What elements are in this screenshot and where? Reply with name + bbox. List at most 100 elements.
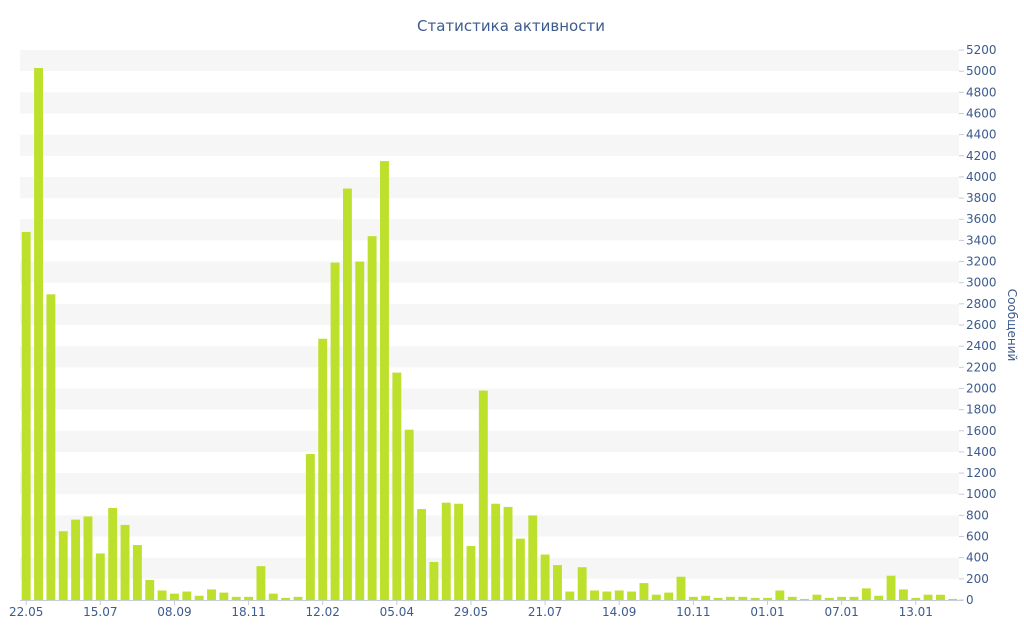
y-tick-label: 400: [966, 551, 989, 565]
bar[interactable]: [145, 579, 155, 600]
bar[interactable]: [293, 596, 303, 600]
bar[interactable]: [441, 502, 451, 600]
bar[interactable]: [21, 231, 31, 601]
bar[interactable]: [157, 590, 167, 600]
bar[interactable]: [725, 596, 735, 600]
bar[interactable]: [268, 593, 278, 600]
bar[interactable]: [948, 598, 958, 600]
bar[interactable]: [367, 236, 377, 600]
grid-band: [20, 134, 959, 156]
bar[interactable]: [392, 372, 402, 600]
bar[interactable]: [651, 594, 661, 600]
bar[interactable]: [713, 597, 723, 600]
y-tick-label: 3600: [966, 212, 997, 226]
y-tick-label: 0: [966, 593, 974, 607]
bar[interactable]: [46, 294, 56, 600]
bar[interactable]: [874, 595, 884, 600]
bar[interactable]: [923, 594, 933, 600]
bar[interactable]: [305, 454, 315, 600]
bar[interactable]: [701, 595, 711, 600]
x-tick-label: 21.07: [528, 605, 562, 619]
bar[interactable]: [849, 596, 859, 600]
bar[interactable]: [83, 516, 93, 600]
bar[interactable]: [355, 261, 365, 600]
grid-band: [20, 557, 959, 579]
bar[interactable]: [244, 596, 254, 600]
y-tick-label: 1600: [966, 424, 997, 438]
bar[interactable]: [936, 594, 945, 600]
bar[interactable]: [478, 390, 488, 600]
bar[interactable]: [565, 591, 575, 600]
bar[interactable]: [318, 338, 328, 600]
bar[interactable]: [132, 545, 142, 600]
bar[interactable]: [763, 597, 772, 600]
bar[interactable]: [676, 576, 686, 600]
bar[interactable]: [194, 595, 204, 600]
bar[interactable]: [528, 515, 538, 600]
bar[interactable]: [861, 588, 871, 600]
bar[interactable]: [738, 596, 748, 600]
bar[interactable]: [627, 591, 637, 600]
bar[interactable]: [886, 575, 896, 600]
y-tick-label: 800: [966, 508, 989, 522]
y-tick-label: 1000: [966, 487, 997, 501]
bar[interactable]: [775, 590, 785, 600]
bar[interactable]: [787, 596, 797, 600]
bar[interactable]: [688, 596, 698, 600]
bar[interactable]: [429, 561, 439, 600]
bar[interactable]: [540, 554, 550, 600]
y-axis-label: Сообщений: [1005, 289, 1019, 362]
bar[interactable]: [120, 524, 130, 600]
bar[interactable]: [330, 262, 340, 600]
bar[interactable]: [911, 597, 921, 600]
bar[interactable]: [553, 565, 562, 600]
bar[interactable]: [58, 531, 68, 600]
bar[interactable]: [577, 567, 587, 600]
bar[interactable]: [491, 503, 501, 600]
bar[interactable]: [515, 538, 525, 600]
bar[interactable]: [602, 591, 612, 600]
x-tick-label: 01.01: [750, 605, 784, 619]
bar[interactable]: [404, 429, 414, 600]
bar[interactable]: [380, 161, 389, 600]
bar[interactable]: [207, 589, 216, 600]
bar[interactable]: [281, 597, 291, 600]
bar[interactable]: [800, 598, 810, 600]
x-tick-label: 13.01: [899, 605, 933, 619]
x-tick-label: 18.11: [231, 605, 265, 619]
bar[interactable]: [812, 594, 822, 600]
bar[interactable]: [466, 546, 476, 600]
x-tick-label: 12.02: [306, 605, 340, 619]
grid-band: [20, 50, 959, 72]
grid-band: [20, 176, 959, 199]
bar-series: [21, 67, 958, 601]
bar[interactable]: [824, 597, 834, 600]
bar[interactable]: [454, 503, 464, 600]
grid-band: [20, 346, 959, 368]
bar[interactable]: [750, 597, 760, 600]
bar[interactable]: [837, 596, 847, 600]
bar[interactable]: [95, 553, 105, 600]
bar[interactable]: [219, 592, 229, 600]
bar[interactable]: [169, 593, 179, 600]
bar[interactable]: [664, 592, 674, 600]
y-tick-label: 3200: [966, 255, 997, 269]
bar[interactable]: [503, 506, 513, 600]
y-tick-label: 3000: [966, 276, 997, 290]
bar[interactable]: [898, 589, 908, 600]
bar[interactable]: [71, 519, 81, 600]
bar[interactable]: [417, 509, 426, 600]
bar[interactable]: [231, 596, 241, 600]
bar[interactable]: [342, 188, 352, 600]
bar[interactable]: [639, 583, 649, 600]
bar[interactable]: [108, 507, 118, 600]
grid-band: [20, 261, 959, 283]
x-tick-label: 05.04: [380, 605, 414, 619]
bar[interactable]: [614, 590, 624, 600]
bar[interactable]: [182, 591, 192, 600]
bar[interactable]: [590, 590, 599, 600]
bar[interactable]: [256, 566, 266, 600]
bar[interactable]: [34, 67, 43, 601]
x-axis-ticks: 22.05 15.07 08.09 18.11 12.02 05.04 29.05 21.07…: [9, 600, 933, 619]
y-tick-label: 4000: [966, 170, 997, 184]
